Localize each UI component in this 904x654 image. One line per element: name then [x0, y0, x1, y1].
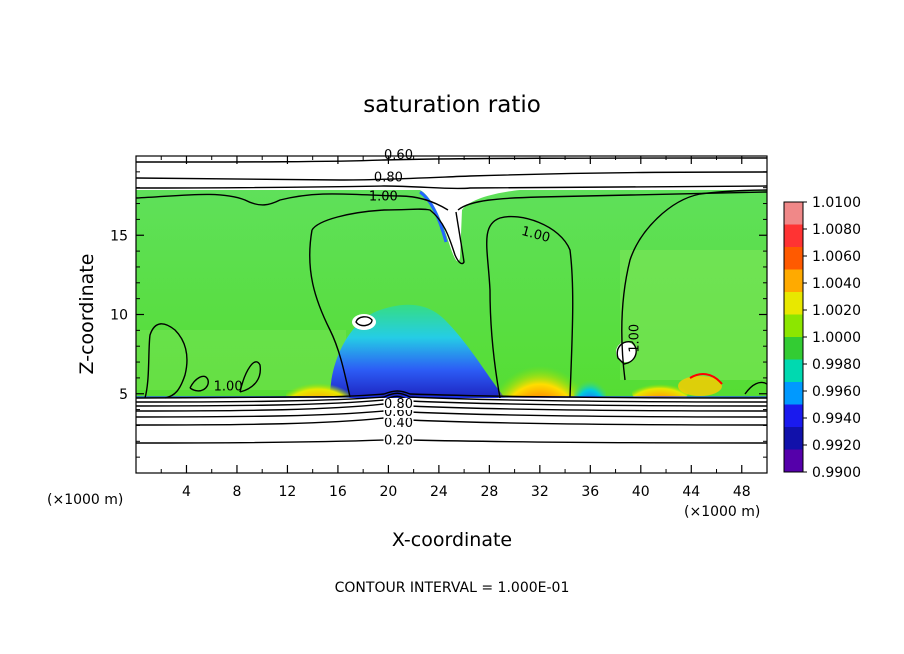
- contour-label: 1.00: [214, 380, 243, 395]
- colorbar-ticks: 1.0100 1.0080 1.0060 1.0040 1.0020 1.0000 0.99…: [803, 195, 861, 481]
- colorbar-swatch: [784, 247, 803, 270]
- contour-0.70: [136, 395, 767, 407]
- contour-0.60-top: [136, 157, 767, 163]
- x-tick-label: 36: [581, 484, 599, 500]
- y-axis-ticks: 5 10 15: [110, 171, 767, 458]
- supersat-spot-44km: [678, 376, 722, 396]
- contour-1.00-small-right: [744, 381, 767, 395]
- contour-label: 1.00: [627, 324, 642, 353]
- chart-title: saturation ratio: [363, 92, 541, 118]
- x-tick-label: 24: [430, 484, 448, 500]
- y-tick-label: 10: [110, 308, 128, 324]
- contour-0.80-top: [136, 185, 767, 190]
- x-tick-label: 44: [682, 484, 700, 500]
- dry-anomaly-center: [330, 304, 505, 398]
- contour-label-bg: [383, 434, 414, 447]
- colorbar-tick-label: 0.9980: [812, 357, 861, 373]
- contour-1.00-mid-cell: [486, 215, 574, 399]
- contour-1.00-small-left: [144, 323, 188, 399]
- contour-0.80: [136, 392, 767, 403]
- contour-interval-note: CONTOUR INTERVAL = 1.000E-01: [335, 580, 570, 596]
- colorbar: [783, 201, 804, 473]
- x-tick-label: 20: [379, 484, 397, 500]
- contour-0.70-top: [136, 171, 767, 181]
- colorbar-tick-label: 0.9960: [812, 384, 861, 400]
- colorbar-swatch: [784, 449, 803, 473]
- plot-area: [136, 156, 767, 473]
- x-tick-label: 28: [480, 484, 498, 500]
- x-axis-unit: (×1000 m): [684, 504, 760, 520]
- x-tick-label: 16: [329, 484, 347, 500]
- colorbar-tick-label: 1.0080: [812, 222, 861, 238]
- x-tick-label: 12: [279, 484, 297, 500]
- colorbar-tick-label: 0.9900: [812, 465, 861, 481]
- colorbar-swatch: [784, 337, 803, 360]
- colorbar-swatch: [784, 224, 803, 248]
- colorbar-swatch: [784, 359, 803, 383]
- x-tick-label: 32: [531, 484, 549, 500]
- contour-label: 0.80: [384, 397, 413, 412]
- colorbar-swatch: [784, 292, 803, 315]
- contour-1.00-small-mid: [239, 361, 262, 393]
- x-axis-ticks: 4 8 12 16 20 24 28 32 36 40 44 48: [160, 156, 751, 500]
- contour-label-bg: [383, 398, 414, 411]
- colorbar-swatch: [784, 382, 803, 405]
- y-tick-label: 5: [119, 387, 128, 403]
- colorbar-tick-label: 1.0000: [812, 330, 861, 346]
- contour-1.00-spot-38km: [616, 341, 637, 365]
- y-axis-label: Z-coordinate: [76, 254, 98, 375]
- contour-1.00-left-down: [309, 229, 351, 398]
- colorbar-tick-label: 1.0020: [812, 303, 861, 319]
- colorbar-swatch: [784, 269, 803, 293]
- contour-label: 1.00: [369, 189, 398, 204]
- cloud-top-blue-fringe: [419, 190, 448, 243]
- contour-label: 0.40: [384, 416, 413, 431]
- x-tick-label: 40: [632, 484, 650, 500]
- y-axis-unit: (×1000 m): [47, 492, 123, 508]
- colorbar-tick-label: 1.0100: [812, 195, 861, 211]
- contour-1.00-left-cell: [311, 208, 465, 265]
- colorbar-swatch: [784, 314, 803, 338]
- cloud-top-edge: [136, 184, 767, 262]
- contour-label: 0.80: [374, 170, 403, 185]
- contour-1.00-spot-18km: [355, 316, 373, 327]
- contour-1.00-base: [136, 390, 767, 399]
- y-tick-label: 15: [110, 228, 128, 244]
- x-tick-label: 48: [733, 484, 751, 500]
- contour-label-bg: [383, 417, 414, 430]
- colorbar-tick-label: 0.9920: [812, 438, 861, 454]
- contour-1.00-right-cell: [621, 189, 767, 381]
- colorbar-swatch: [784, 404, 803, 428]
- x-tick-label: 4: [182, 484, 191, 500]
- below-cloud-region: [136, 398, 767, 473]
- x-tick-label: 8: [232, 484, 241, 500]
- contour-1.00-small-left2: [189, 375, 209, 392]
- colorbar-tick-label: 0.9940: [812, 411, 861, 427]
- colorbar-tick-label: 1.0060: [812, 249, 861, 265]
- colorbar-tick-label: 1.0040: [812, 276, 861, 292]
- x-axis-label: X-coordinate: [392, 529, 512, 551]
- red-fringe-right: [689, 373, 723, 385]
- colorbar-swatch: [784, 202, 803, 225]
- colorbar-swatch: [784, 427, 803, 450]
- contour-labels: 0.200.400.600.801.001.000.800.601.001.00: [214, 148, 643, 448]
- light-green-region-right: [620, 250, 767, 380]
- contour-1.00-upper: [136, 193, 449, 211]
- dry-spot-38km: [616, 342, 636, 362]
- contour-label: 1.00: [520, 224, 552, 246]
- contour-label: 0.20: [384, 433, 413, 448]
